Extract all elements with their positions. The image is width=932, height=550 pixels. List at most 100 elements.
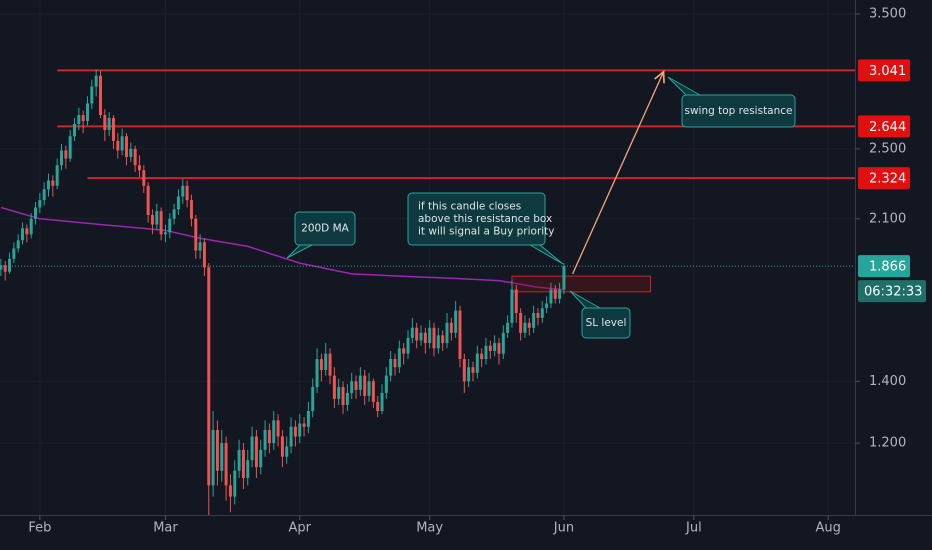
candle-body: [384, 375, 388, 393]
projection-arrow: [572, 72, 664, 275]
candle-body: [259, 449, 263, 468]
x-tick-label: Aug: [815, 521, 840, 536]
candle-body: [354, 381, 358, 390]
candle-body: [103, 115, 107, 131]
candle-body: [311, 387, 315, 412]
candle-body: [306, 411, 310, 427]
x-tick-label: Feb: [28, 521, 51, 536]
candle-body: [16, 240, 20, 249]
candle-body: [553, 289, 557, 299]
candle-body: [159, 211, 163, 235]
axes: 1.200 1.400 2.100 2.500 3.500 Feb Mar Apr May Jun…: [28, 6, 926, 536]
candle-body: [107, 117, 111, 131]
candle-body: [558, 289, 562, 299]
candle-body: [8, 258, 12, 272]
candle-body: [168, 218, 172, 233]
candle-body: [237, 449, 241, 471]
candle-body: [389, 359, 393, 376]
candle-body: [38, 200, 42, 208]
candle-body: [220, 443, 224, 471]
candle-body: [12, 248, 16, 259]
callout-text: if this candle closes: [418, 201, 521, 213]
candle-body: [324, 353, 328, 371]
candle-body: [34, 207, 38, 219]
candle-body: [432, 327, 436, 349]
candle-body: [189, 200, 193, 219]
candle-body: [51, 180, 55, 186]
callout-tail: [286, 244, 313, 259]
candle-body: [233, 470, 237, 497]
candle-body: [228, 485, 232, 497]
x-tick-label: Jun: [553, 521, 574, 536]
candle-body: [363, 375, 367, 396]
candle-body: [137, 165, 141, 171]
candle-body: [98, 75, 102, 116]
candle-body: [510, 289, 514, 323]
candle-body: [397, 348, 401, 368]
candle-body: [358, 375, 362, 390]
candle-body: [60, 150, 64, 166]
candle-body: [501, 332, 505, 354]
candle-body: [29, 218, 33, 235]
level-label: 3.041: [869, 64, 906, 79]
candle-body: [519, 313, 523, 333]
candle-body: [181, 185, 185, 197]
candle-body: [21, 228, 25, 241]
candle-body: [532, 313, 536, 328]
level-label: 2.324: [869, 172, 906, 187]
candle-body: [267, 429, 271, 444]
candle-body: [545, 303, 549, 309]
candle-body: [150, 214, 154, 225]
candle-body: [376, 401, 380, 412]
resistance-box: [511, 275, 652, 293]
candle-body: [371, 381, 375, 402]
candle-body: [90, 86, 94, 104]
candle-body: [332, 375, 336, 399]
candle-body: [328, 353, 332, 376]
candle-body: [198, 242, 202, 251]
candle-body: [85, 103, 89, 121]
candle-body: [289, 426, 293, 447]
candle-body: [163, 232, 167, 235]
candle-body: [25, 228, 29, 235]
y-tick-label: 2.500: [869, 141, 906, 156]
candle-body: [428, 327, 432, 344]
candle-body: [350, 381, 354, 393]
candle-body: [146, 185, 150, 215]
candle-body: [64, 150, 68, 159]
candle-body: [155, 211, 159, 225]
callout-text: swing top resistance: [684, 105, 792, 117]
candle-body: [202, 242, 206, 268]
level-label: 2.644: [869, 120, 906, 135]
candle-body: [280, 436, 284, 457]
candle-body: [415, 327, 419, 341]
candle-body: [77, 115, 81, 124]
last-price-label-bg: [858, 255, 910, 278]
candle-body: [94, 75, 98, 87]
candle-body: [475, 353, 479, 373]
candle-body: [436, 335, 440, 349]
candle-body: [298, 423, 302, 437]
candle-body: [445, 322, 449, 344]
callout-cover: [409, 194, 544, 244]
candle-body: [315, 359, 319, 388]
candle-body: [549, 289, 553, 304]
candle-body: [129, 148, 133, 157]
candle-body: [449, 322, 453, 333]
candle-body: [493, 343, 497, 351]
callout-tail: [569, 290, 601, 309]
candle-body: [540, 308, 544, 318]
candle-body: [367, 381, 371, 396]
candle-body: [272, 420, 276, 444]
countdown: 06:32:33: [864, 285, 922, 300]
candle-body: [523, 322, 527, 333]
candle-body: [263, 429, 267, 450]
callout-tail: [529, 244, 564, 265]
candle-body: [458, 310, 462, 360]
candle-body: [254, 436, 258, 468]
y-tick-label: 3.500: [869, 6, 906, 21]
candle-body: [345, 392, 349, 405]
callout-tail: [667, 76, 701, 96]
candle-body: [116, 140, 120, 151]
